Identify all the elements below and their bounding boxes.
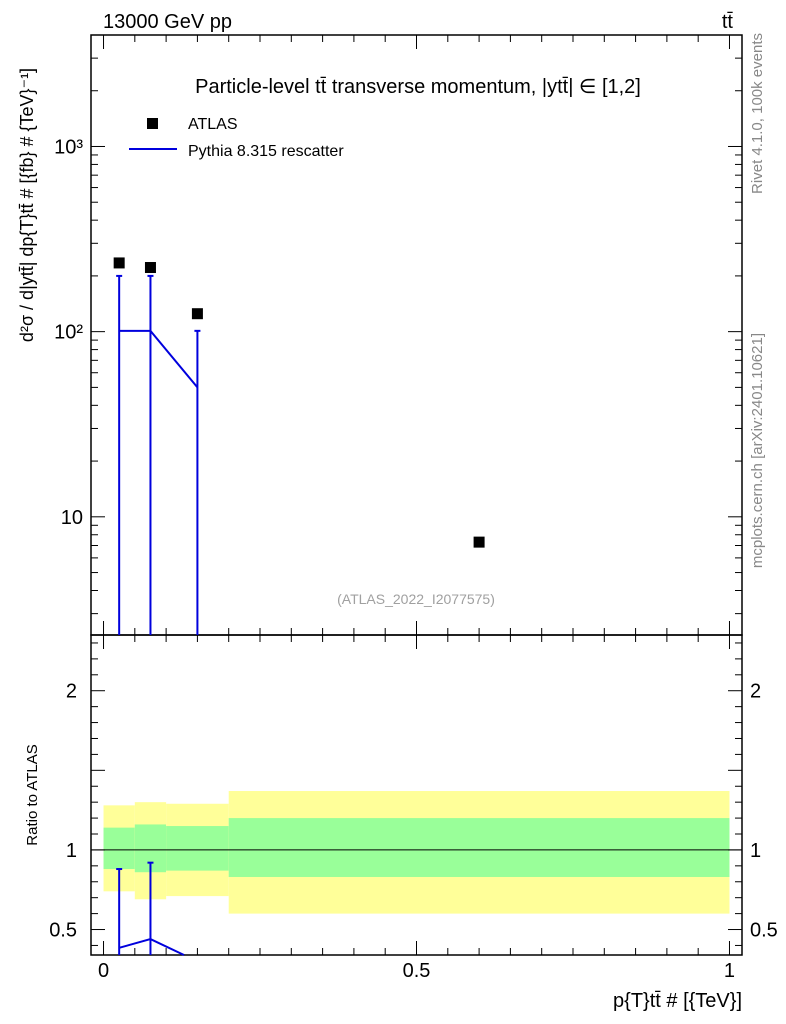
beam-label: 13000 GeV pp bbox=[103, 11, 232, 33]
ratio-mc-line bbox=[118, 938, 185, 956]
main-y-axis-label: d²σ / d|ytt̄| dp{T}tt̄ # [{fb} # {TeV}⁻¹… bbox=[17, 68, 37, 342]
atlas-point-0 bbox=[113, 257, 125, 269]
main-y-ticks: 10 10² 10³ bbox=[54, 34, 742, 615]
ratio-uncertainty-bands bbox=[103, 791, 730, 914]
ratio-y-tick-label-right-1: 1 bbox=[750, 840, 761, 862]
main-mc-line bbox=[119, 329, 199, 389]
ratio-y-tick-label-left-0: 0.5 bbox=[49, 920, 77, 942]
x-tick-label-2: 1 bbox=[724, 960, 735, 982]
atlas-point-2 bbox=[191, 308, 203, 320]
legend-atlas-marker bbox=[147, 118, 158, 129]
ratio-band-inner-2 bbox=[166, 826, 229, 871]
main-y-tick-label-1: 10² bbox=[54, 322, 83, 344]
ratio-y-tick-label-left-2: 2 bbox=[66, 681, 77, 703]
ratio-y-ticks: 0.5 0.5 1 1 2 2 bbox=[49, 642, 778, 946]
atlas-point-1 bbox=[144, 262, 156, 274]
legend-atlas-label: ATLAS bbox=[188, 116, 238, 133]
ratio-y-tick-label-right-0: 0.5 bbox=[750, 920, 778, 942]
x-axis-label: p{T}tt̄ # [{TeV}] bbox=[613, 990, 742, 1012]
ratio-y-axis-label: Ratio to ATLAS bbox=[24, 744, 41, 845]
mcplots-label: mcplots.cern.ch [arXiv:2401.10621] bbox=[749, 333, 766, 568]
ratio-y-tick-label-left-1: 1 bbox=[66, 840, 77, 862]
ratio-band-inner-0 bbox=[103, 827, 135, 870]
ratio-mc-series bbox=[116, 861, 185, 956]
analysis-watermark: (ATLAS_2022_I2077575) bbox=[337, 591, 495, 607]
legend-pythia-label: Pythia 8.315 rescatter bbox=[188, 143, 344, 160]
atlas-point-3 bbox=[473, 536, 485, 548]
main-mc-series bbox=[116, 274, 201, 635]
rivet-label: Rivet 4.1.0, 100k events bbox=[749, 33, 766, 194]
main-y-tick-label-2: 10³ bbox=[54, 136, 83, 158]
ratio-band-inner-3 bbox=[228, 818, 730, 877]
x-tick-label-1: 0.5 bbox=[403, 960, 431, 982]
ratio-y-tick-label-right-2: 2 bbox=[750, 681, 761, 703]
main-data-series bbox=[113, 257, 485, 548]
x-tick-label-0: 0 bbox=[98, 960, 109, 982]
process-label: tt̄ bbox=[722, 11, 734, 33]
main-y-tick-label-0: 10 bbox=[61, 507, 83, 529]
chart-title: Particle-level tt̄ transverse momentum, … bbox=[195, 76, 641, 98]
